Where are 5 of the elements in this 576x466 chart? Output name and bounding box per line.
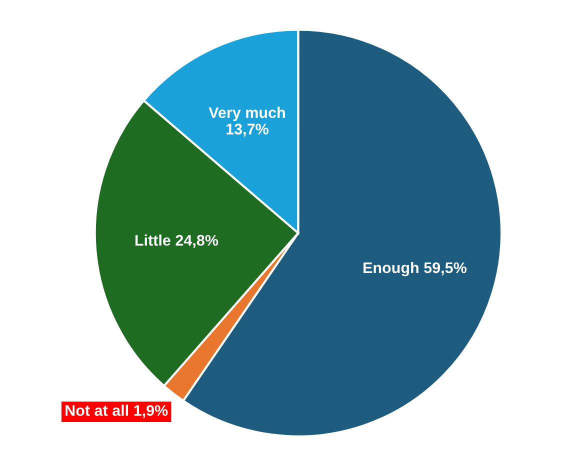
- slice-label: Little 24,8%: [135, 234, 218, 248]
- slice-label: Enough 59,5%: [364, 262, 467, 276]
- data-label: 13,7%: [226, 124, 268, 137]
- slice-label: Very much: [208, 106, 285, 122]
- slice-label: Not at all 1,9%: [66, 404, 168, 418]
